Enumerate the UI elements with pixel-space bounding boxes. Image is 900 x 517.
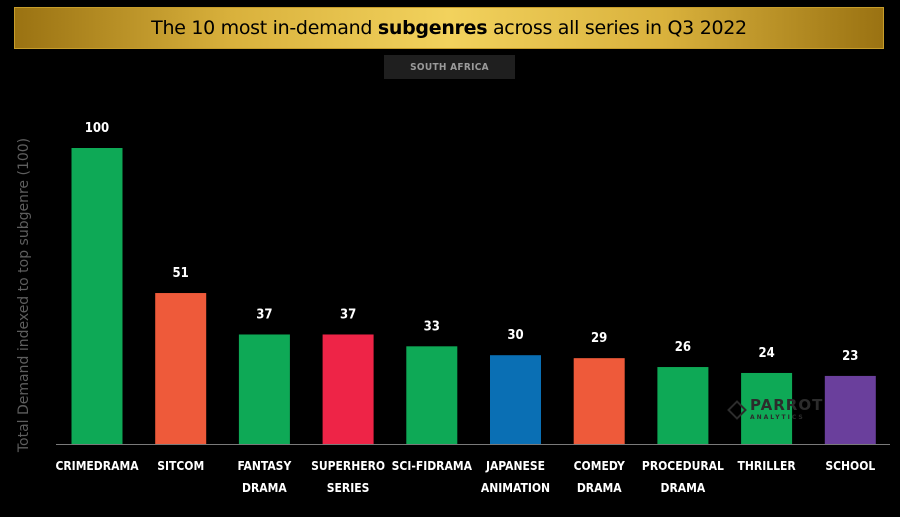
category-label-line: DRAMA xyxy=(661,481,706,495)
title-bold: subgenres xyxy=(377,17,488,39)
bar xyxy=(824,375,876,444)
watermark-sub: ANALYTICS xyxy=(750,414,805,421)
category-label: JAPANESE ANIMATION xyxy=(481,459,550,495)
category-label-line: ANIMATION xyxy=(481,481,550,495)
category-label: SCI-FIDRAMA xyxy=(392,459,473,473)
category-label-line: SITCOM xyxy=(157,459,204,473)
category-label-line: FANTASY xyxy=(238,459,292,473)
chart-title: The 10 most in-demand subgenres across a… xyxy=(151,17,747,39)
category-label-line: PROCEDURAL xyxy=(642,459,724,473)
bar xyxy=(155,293,207,444)
category-label-line: JAPANESE xyxy=(485,459,545,473)
category-label: SUPERHERO SERIES xyxy=(311,459,385,495)
category-label: COMEDY DRAMA xyxy=(574,459,625,495)
bar-value-label: 23 xyxy=(842,349,858,364)
title-suffix: across all series in Q3 2022 xyxy=(487,17,747,39)
bar-value-label: 100 xyxy=(85,121,109,136)
bar-value-label: 29 xyxy=(591,331,607,346)
bar-value-label: 37 xyxy=(256,307,272,322)
category-label-line: SCHOOL xyxy=(825,459,875,473)
category-label-line: COMEDY xyxy=(574,459,625,473)
watermark-main: PARROT xyxy=(750,396,824,414)
bar-value-label: 33 xyxy=(424,319,440,334)
bar xyxy=(657,367,709,444)
bar xyxy=(238,334,290,444)
bar-value-label: 24 xyxy=(758,346,774,361)
category-label: SCHOOL xyxy=(825,459,875,473)
bar xyxy=(741,372,793,444)
category-label: SITCOM xyxy=(157,459,204,473)
parrot-watermark: PARROT ANALYTICS xyxy=(727,396,824,421)
category-label-line: DRAMA xyxy=(577,481,622,495)
bar xyxy=(490,355,541,444)
title-banner: The 10 most in-demand subgenres across a… xyxy=(14,7,884,49)
bar-value-label: 26 xyxy=(675,340,691,355)
bar-value-label: 37 xyxy=(340,307,356,322)
bar xyxy=(406,346,458,444)
category-label: CRIMEDRAMA xyxy=(55,459,139,473)
title-prefix: The 10 most in-demand xyxy=(151,17,378,39)
category-label: THRILLER xyxy=(738,459,797,473)
category-label-line: DRAMA xyxy=(242,481,287,495)
bar xyxy=(322,334,374,444)
bar-value-label: 30 xyxy=(507,328,523,343)
category-label-line: SERIES xyxy=(327,481,370,495)
bar xyxy=(71,148,123,444)
category-label-line: SCI-FIDRAMA xyxy=(392,459,473,473)
category-label-line: THRILLER xyxy=(738,459,797,473)
category-label: FANTASY DRAMA xyxy=(238,459,292,495)
category-label-line: CRIMEDRAMA xyxy=(55,459,139,473)
category-label: PROCEDURAL DRAMA xyxy=(642,459,724,495)
bar xyxy=(573,358,625,444)
category-label-line: SUPERHERO xyxy=(311,459,385,473)
region-badge: SOUTH AFRICA xyxy=(384,55,515,79)
parrot-logo-icon xyxy=(727,399,747,420)
bar-value-label: 51 xyxy=(173,266,189,281)
